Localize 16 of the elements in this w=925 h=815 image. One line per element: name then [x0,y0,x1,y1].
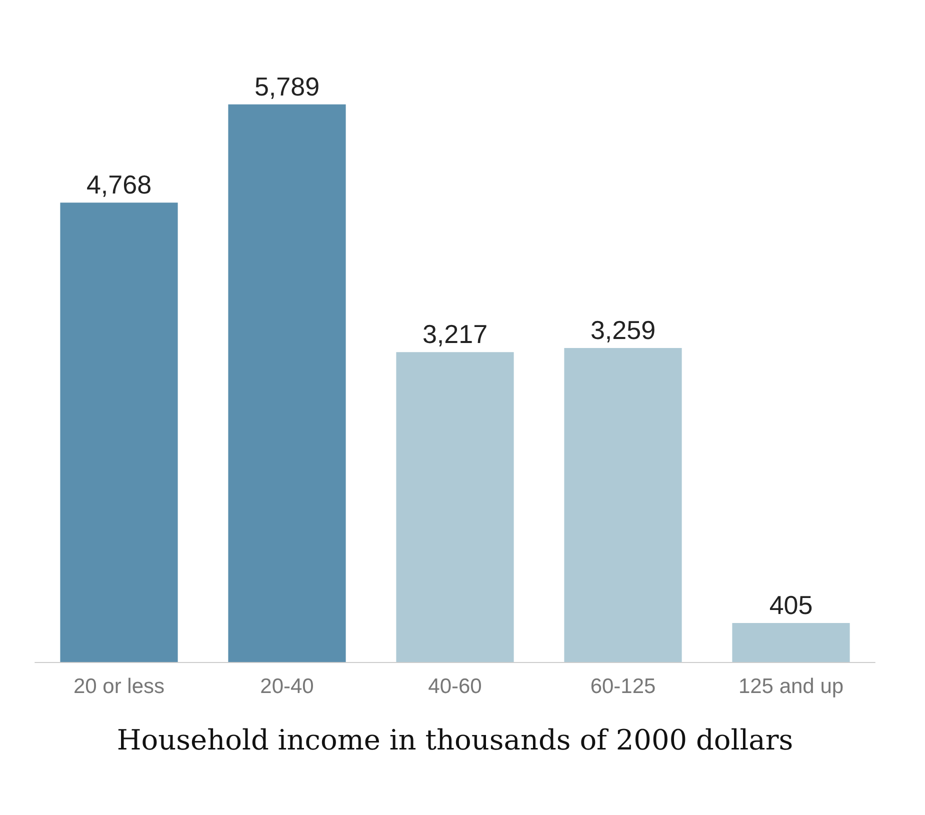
data-label: 4,768 [86,170,152,200]
bar [732,622,850,662]
bar [564,348,682,662]
x-tick-label: 60-125 [590,675,656,698]
data-label: 3,217 [422,319,488,350]
x-tick-label: 40-60 [428,675,482,698]
bar [396,352,514,662]
x-axis-title: Household income in thousands of 2000 dollars [116,724,794,756]
bar [228,104,346,662]
data-label: 405 [769,590,813,620]
data-label: 5,789 [254,71,320,102]
data-label: 3,259 [590,315,656,346]
bar [60,202,178,662]
x-tick-label: 20-40 [260,675,314,698]
x-tick-label: 125 and up [738,675,844,698]
x-tick-label: 20 or less [73,675,165,698]
